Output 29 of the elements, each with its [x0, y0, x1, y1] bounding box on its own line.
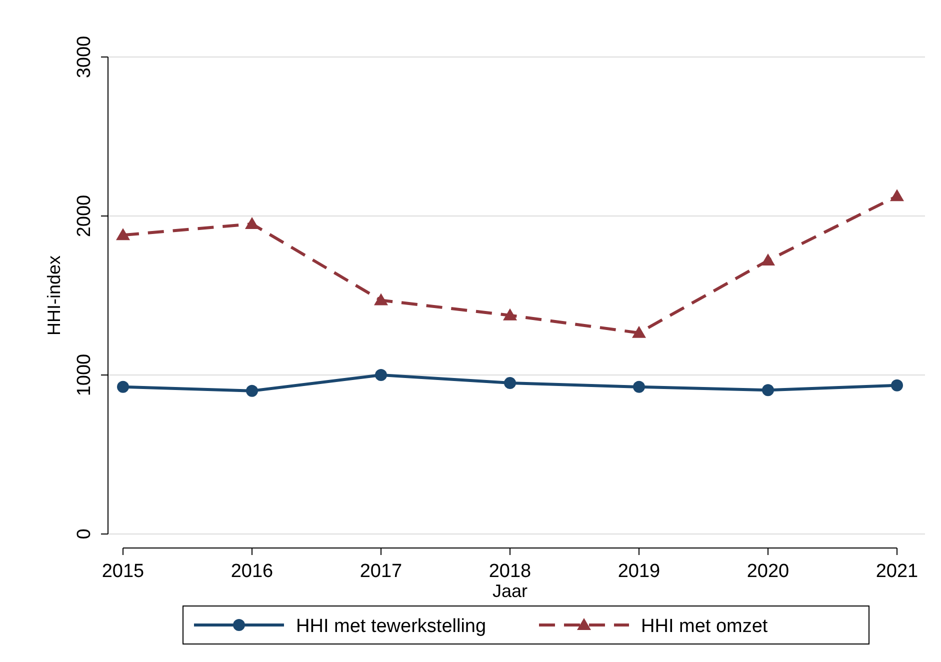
point: [374, 293, 388, 306]
x-axis-title: Jaar: [492, 581, 528, 601]
point: [503, 308, 517, 320]
legend-label: HHI met omzet: [641, 616, 768, 637]
x-tick-label: 2020: [746, 561, 790, 582]
x-tick-label: 2017: [360, 561, 402, 582]
point: [116, 228, 130, 240]
y-tick-label: 2000: [74, 194, 95, 238]
point: [762, 384, 774, 396]
x-tick-label: 2015: [102, 561, 144, 582]
point: [375, 369, 387, 381]
point: [890, 189, 904, 202]
y-tick-label: 3000: [74, 36, 95, 78]
x-tick-label: 2021: [876, 561, 918, 582]
legend-label: HHI met tewerkstelling: [296, 616, 486, 637]
y-tick-label: 0: [74, 528, 95, 540]
point: [117, 380, 129, 393]
x-tick-label: 2016: [230, 561, 274, 582]
point: [245, 216, 259, 229]
x-tick-label: 2018: [488, 561, 532, 582]
point: [761, 254, 775, 266]
point: [633, 380, 645, 393]
point: [632, 326, 646, 338]
point: [891, 379, 903, 392]
y-tick-label: 1000: [74, 354, 95, 396]
x-tick-label: 2019: [618, 561, 660, 582]
point: [504, 376, 516, 389]
y-axis-title: HHI-index: [44, 255, 64, 336]
point: [246, 384, 258, 397]
